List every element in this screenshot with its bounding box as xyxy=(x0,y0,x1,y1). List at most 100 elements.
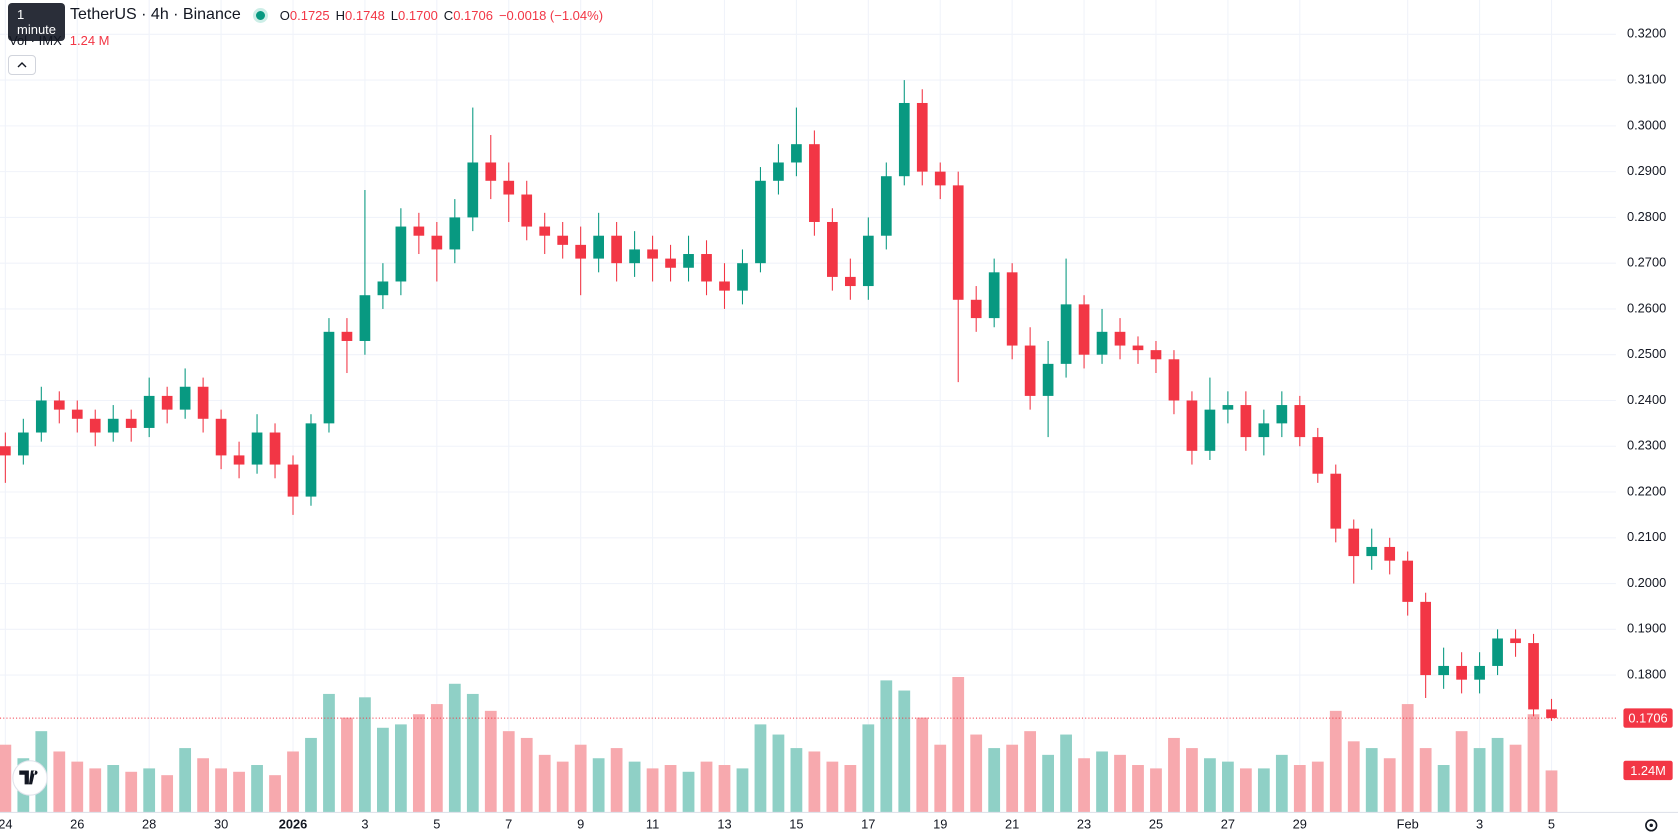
candle-body xyxy=(1528,643,1539,710)
ohlc-high: H0.1748 xyxy=(336,8,385,23)
candle-body xyxy=(1024,345,1036,396)
x-tick-label: 28 xyxy=(142,817,156,832)
volume-bar xyxy=(1455,731,1468,813)
volume-bar xyxy=(592,758,605,813)
volume-bar xyxy=(448,683,461,813)
candle-body xyxy=(1348,528,1360,557)
candle-body xyxy=(665,258,676,268)
volume-bar xyxy=(556,761,569,813)
volume-bar xyxy=(1024,731,1037,813)
candle-body xyxy=(269,432,281,465)
candle-body xyxy=(1168,359,1180,401)
volume-bar xyxy=(898,690,911,813)
volume-bar xyxy=(646,768,659,813)
candle-body xyxy=(1312,437,1324,474)
candle-body xyxy=(35,400,47,433)
settings-button[interactable] xyxy=(1645,819,1658,832)
x-tick-label: 19 xyxy=(933,817,947,832)
volume-bar xyxy=(988,748,1001,813)
volume-bar xyxy=(844,765,857,813)
volume-bar xyxy=(161,775,174,813)
change: −0.0018 (−1.04%) xyxy=(498,7,604,23)
candle-body xyxy=(341,331,353,341)
candle-body xyxy=(809,144,820,222)
volume-bar xyxy=(1473,748,1486,813)
candle-body xyxy=(485,162,497,181)
volume-bar xyxy=(1437,765,1450,813)
volume-bar xyxy=(502,731,515,813)
y-tick-label: 0.3000 xyxy=(1627,117,1666,132)
x-tick-label: 3 xyxy=(1476,817,1483,832)
candle-body xyxy=(1276,405,1288,424)
volume-bar xyxy=(1311,761,1324,813)
symbol-row: TetherUS · 4h · Binance O0.1725 H0.1748 … xyxy=(70,6,603,24)
candle-body xyxy=(1222,405,1234,410)
candle-body xyxy=(1150,350,1162,360)
x-tick-label: 29 xyxy=(1293,817,1307,832)
volume-legend[interactable]: Vol · IMX 1.24 M xyxy=(9,33,110,48)
y-tick-label: 0.2800 xyxy=(1627,209,1666,224)
candle-body xyxy=(755,180,766,264)
volume-bar xyxy=(197,758,210,813)
y-tick-label: 0.2200 xyxy=(1627,483,1666,498)
candle-body xyxy=(377,281,389,296)
last-price-badge xyxy=(1623,708,1673,728)
volume-bar xyxy=(377,727,389,813)
volume-bar xyxy=(1275,754,1288,813)
candle-body xyxy=(1420,601,1432,676)
candle-body xyxy=(1258,423,1270,438)
last-volume-label: 1.24M xyxy=(1630,763,1666,778)
volume-bar xyxy=(538,754,551,813)
tradingview-logo[interactable] xyxy=(12,760,48,796)
volume-bar xyxy=(1006,744,1019,813)
candle-body xyxy=(0,446,11,456)
volume-bar xyxy=(1491,737,1504,813)
volume-bar xyxy=(1204,758,1216,813)
y-tick-label: 0.2100 xyxy=(1627,529,1666,544)
x-tick-label: 23 xyxy=(1077,817,1091,832)
x-tick-label: 30 xyxy=(214,817,228,832)
volume-bar xyxy=(1257,768,1270,813)
volume-bar xyxy=(107,765,120,813)
ohlc-key: C xyxy=(443,7,454,23)
volume-bar xyxy=(1419,748,1432,813)
candle-body xyxy=(53,400,65,410)
volume-bar xyxy=(1347,741,1360,813)
volume-bar xyxy=(1383,758,1396,813)
volume-bar xyxy=(1293,765,1306,813)
candle-body xyxy=(773,162,784,181)
volume-bar xyxy=(251,765,263,813)
volume-bar xyxy=(1222,761,1234,813)
x-tick-label: 21 xyxy=(1005,817,1019,832)
x-tick-label: 2026 xyxy=(279,817,308,832)
x-tick-label: 25 xyxy=(1149,817,1163,832)
candle-body xyxy=(287,464,299,497)
volume-bar xyxy=(233,771,245,813)
candle-body xyxy=(1474,665,1485,680)
candle-body xyxy=(161,395,173,410)
volume-bar xyxy=(700,761,713,813)
ohlc-value: 0.1700 xyxy=(398,7,438,23)
volume-bar xyxy=(287,751,299,813)
volume-bar xyxy=(574,744,587,813)
candle-body xyxy=(215,418,227,456)
candle-body xyxy=(1366,546,1378,557)
x-tick-label: Feb xyxy=(1397,817,1419,832)
x-tick-label: 13 xyxy=(717,817,731,832)
status-dot xyxy=(252,7,268,23)
x-tick-label: 5 xyxy=(1548,817,1555,832)
candle-body xyxy=(233,455,245,465)
candle-body xyxy=(89,418,101,433)
volume-bar xyxy=(1365,748,1378,813)
candle-body xyxy=(251,432,263,465)
symbol-title[interactable]: TetherUS · 4h · Binance xyxy=(70,6,241,23)
candle-body xyxy=(125,418,137,428)
volume-bar xyxy=(1150,768,1162,813)
candle-body xyxy=(934,171,946,186)
volume-bar xyxy=(412,714,425,813)
candle-body xyxy=(1114,331,1126,346)
collapse-button[interactable] xyxy=(8,55,36,75)
candle-body xyxy=(844,276,856,287)
x-tick-label: 17 xyxy=(861,817,875,832)
